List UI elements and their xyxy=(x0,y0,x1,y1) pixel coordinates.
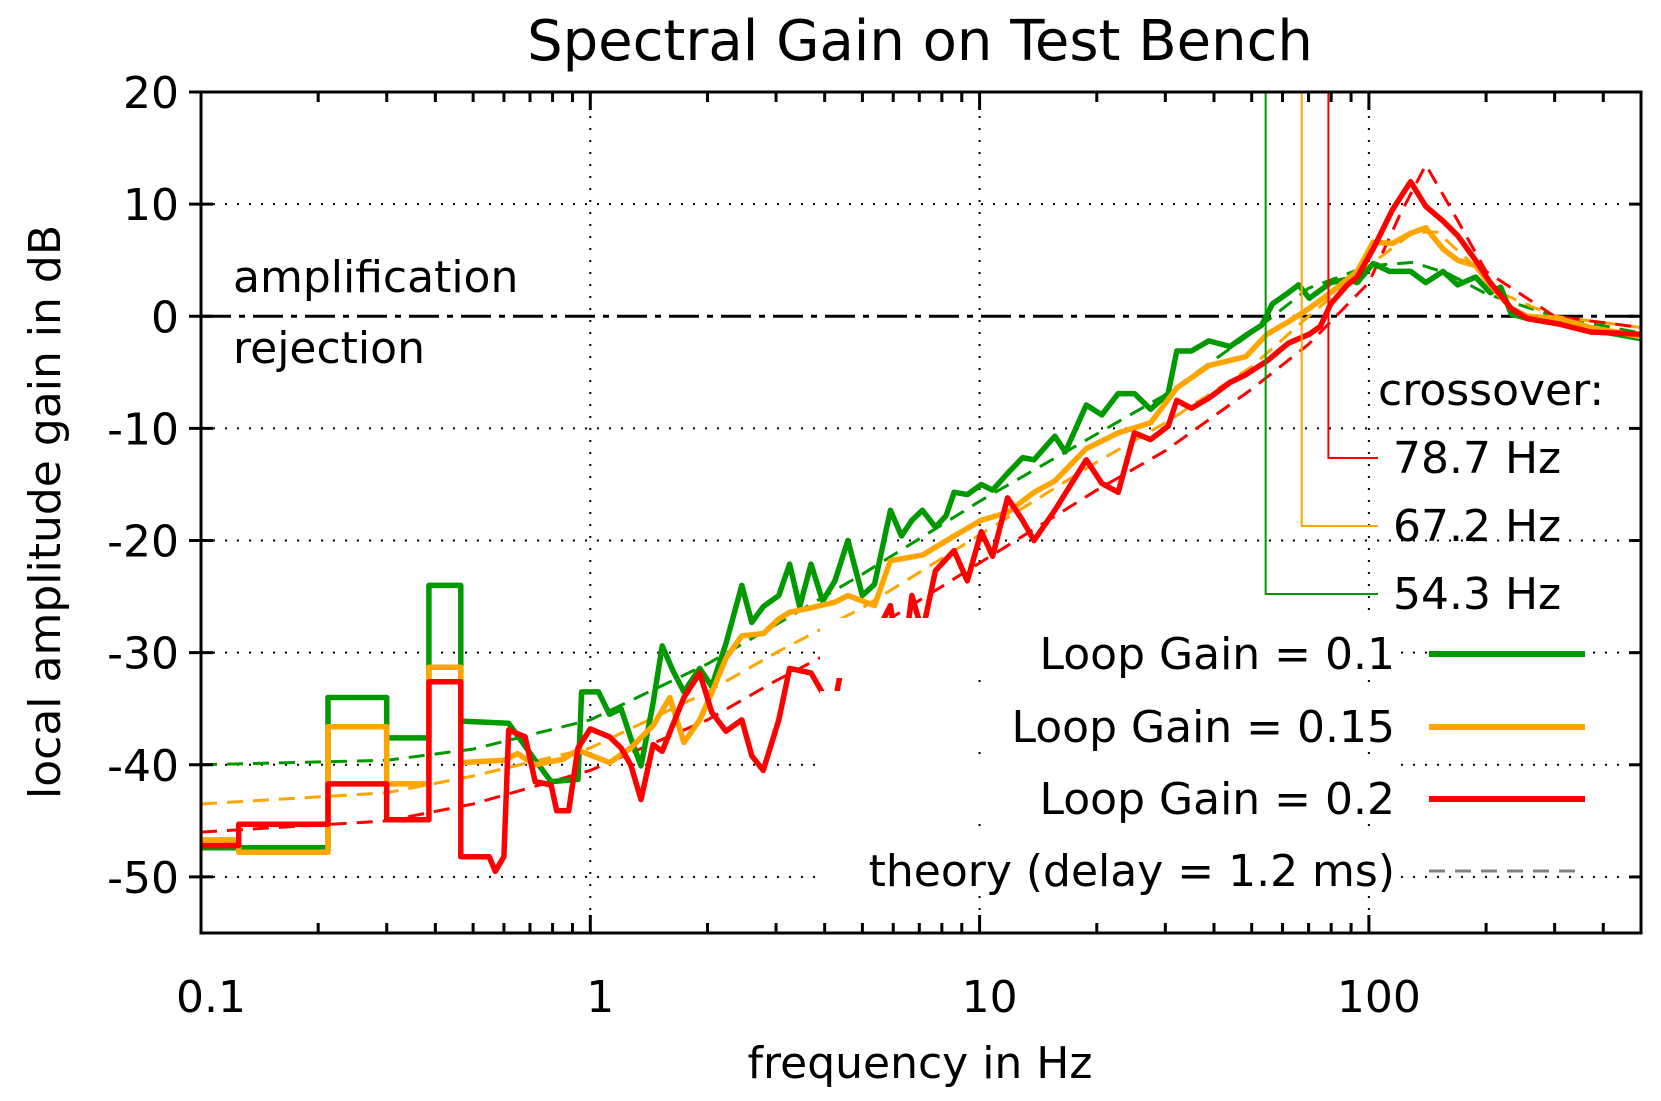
crossover-title: crossover: xyxy=(1378,365,1604,416)
legend-label: Loop Gain = 0.2 xyxy=(1040,774,1395,825)
crossover-marker xyxy=(1327,92,1378,459)
y-tick-label: 20 xyxy=(123,68,179,119)
annotation-amplification: amplification xyxy=(233,252,518,303)
y-tick-label: -20 xyxy=(107,517,179,568)
series-line xyxy=(201,178,1642,875)
legend-bg xyxy=(820,691,1395,751)
legend: Loop Gain = 0.1 Loop Gain = 0.15 Loop Gain… xyxy=(820,618,1585,897)
legend-bg xyxy=(820,618,1395,678)
x-tick-label: 100 xyxy=(1337,972,1421,1023)
series-line xyxy=(201,224,1642,856)
crossover-label: 67.2 Hz xyxy=(1393,501,1561,552)
theory-curves xyxy=(200,161,1642,834)
theory-curve xyxy=(200,230,1642,806)
y-tick-label: -10 xyxy=(107,404,179,455)
legend-label: Loop Gain = 0.1 xyxy=(1040,629,1395,680)
crossover-marker xyxy=(1264,92,1378,595)
y-tick-label: -40 xyxy=(107,741,179,792)
annotation-rejection: rejection xyxy=(233,323,425,374)
series-line xyxy=(201,260,1642,851)
chart-title: Spectral Gain on Test Bench xyxy=(527,9,1313,74)
x-tick-label: 0.1 xyxy=(176,972,246,1023)
crossover-label: 78.7 Hz xyxy=(1393,433,1561,484)
plot-frame xyxy=(199,90,1643,935)
theory-curve xyxy=(200,161,1642,834)
legend-label: Loop Gain = 0.15 xyxy=(1012,702,1395,753)
crossover-label: 54.3 Hz xyxy=(1393,569,1561,620)
y-axis-label: local amplitude gain in dB xyxy=(20,225,71,799)
x-tick-label: 1 xyxy=(586,972,614,1023)
y-tick-label: 10 xyxy=(123,180,179,231)
legend-label: theory (delay = 1.2 ms) xyxy=(869,846,1395,897)
crossover-markers: 78.7 Hz 67.2 Hz 54.3 Hz xyxy=(1264,92,1561,620)
legend-bg xyxy=(820,763,1395,823)
y-tick-label: 0 xyxy=(151,292,179,343)
crossover-marker xyxy=(1300,92,1378,527)
legend-bg xyxy=(820,835,1395,895)
theory-curve xyxy=(200,260,1642,767)
y-tick-label: -50 xyxy=(107,853,179,904)
series-lines xyxy=(201,178,1642,875)
x-tick-label: 10 xyxy=(962,972,1018,1023)
y-tick-label: -30 xyxy=(107,629,179,680)
x-axis-label: frequency in Hz xyxy=(748,1038,1093,1089)
